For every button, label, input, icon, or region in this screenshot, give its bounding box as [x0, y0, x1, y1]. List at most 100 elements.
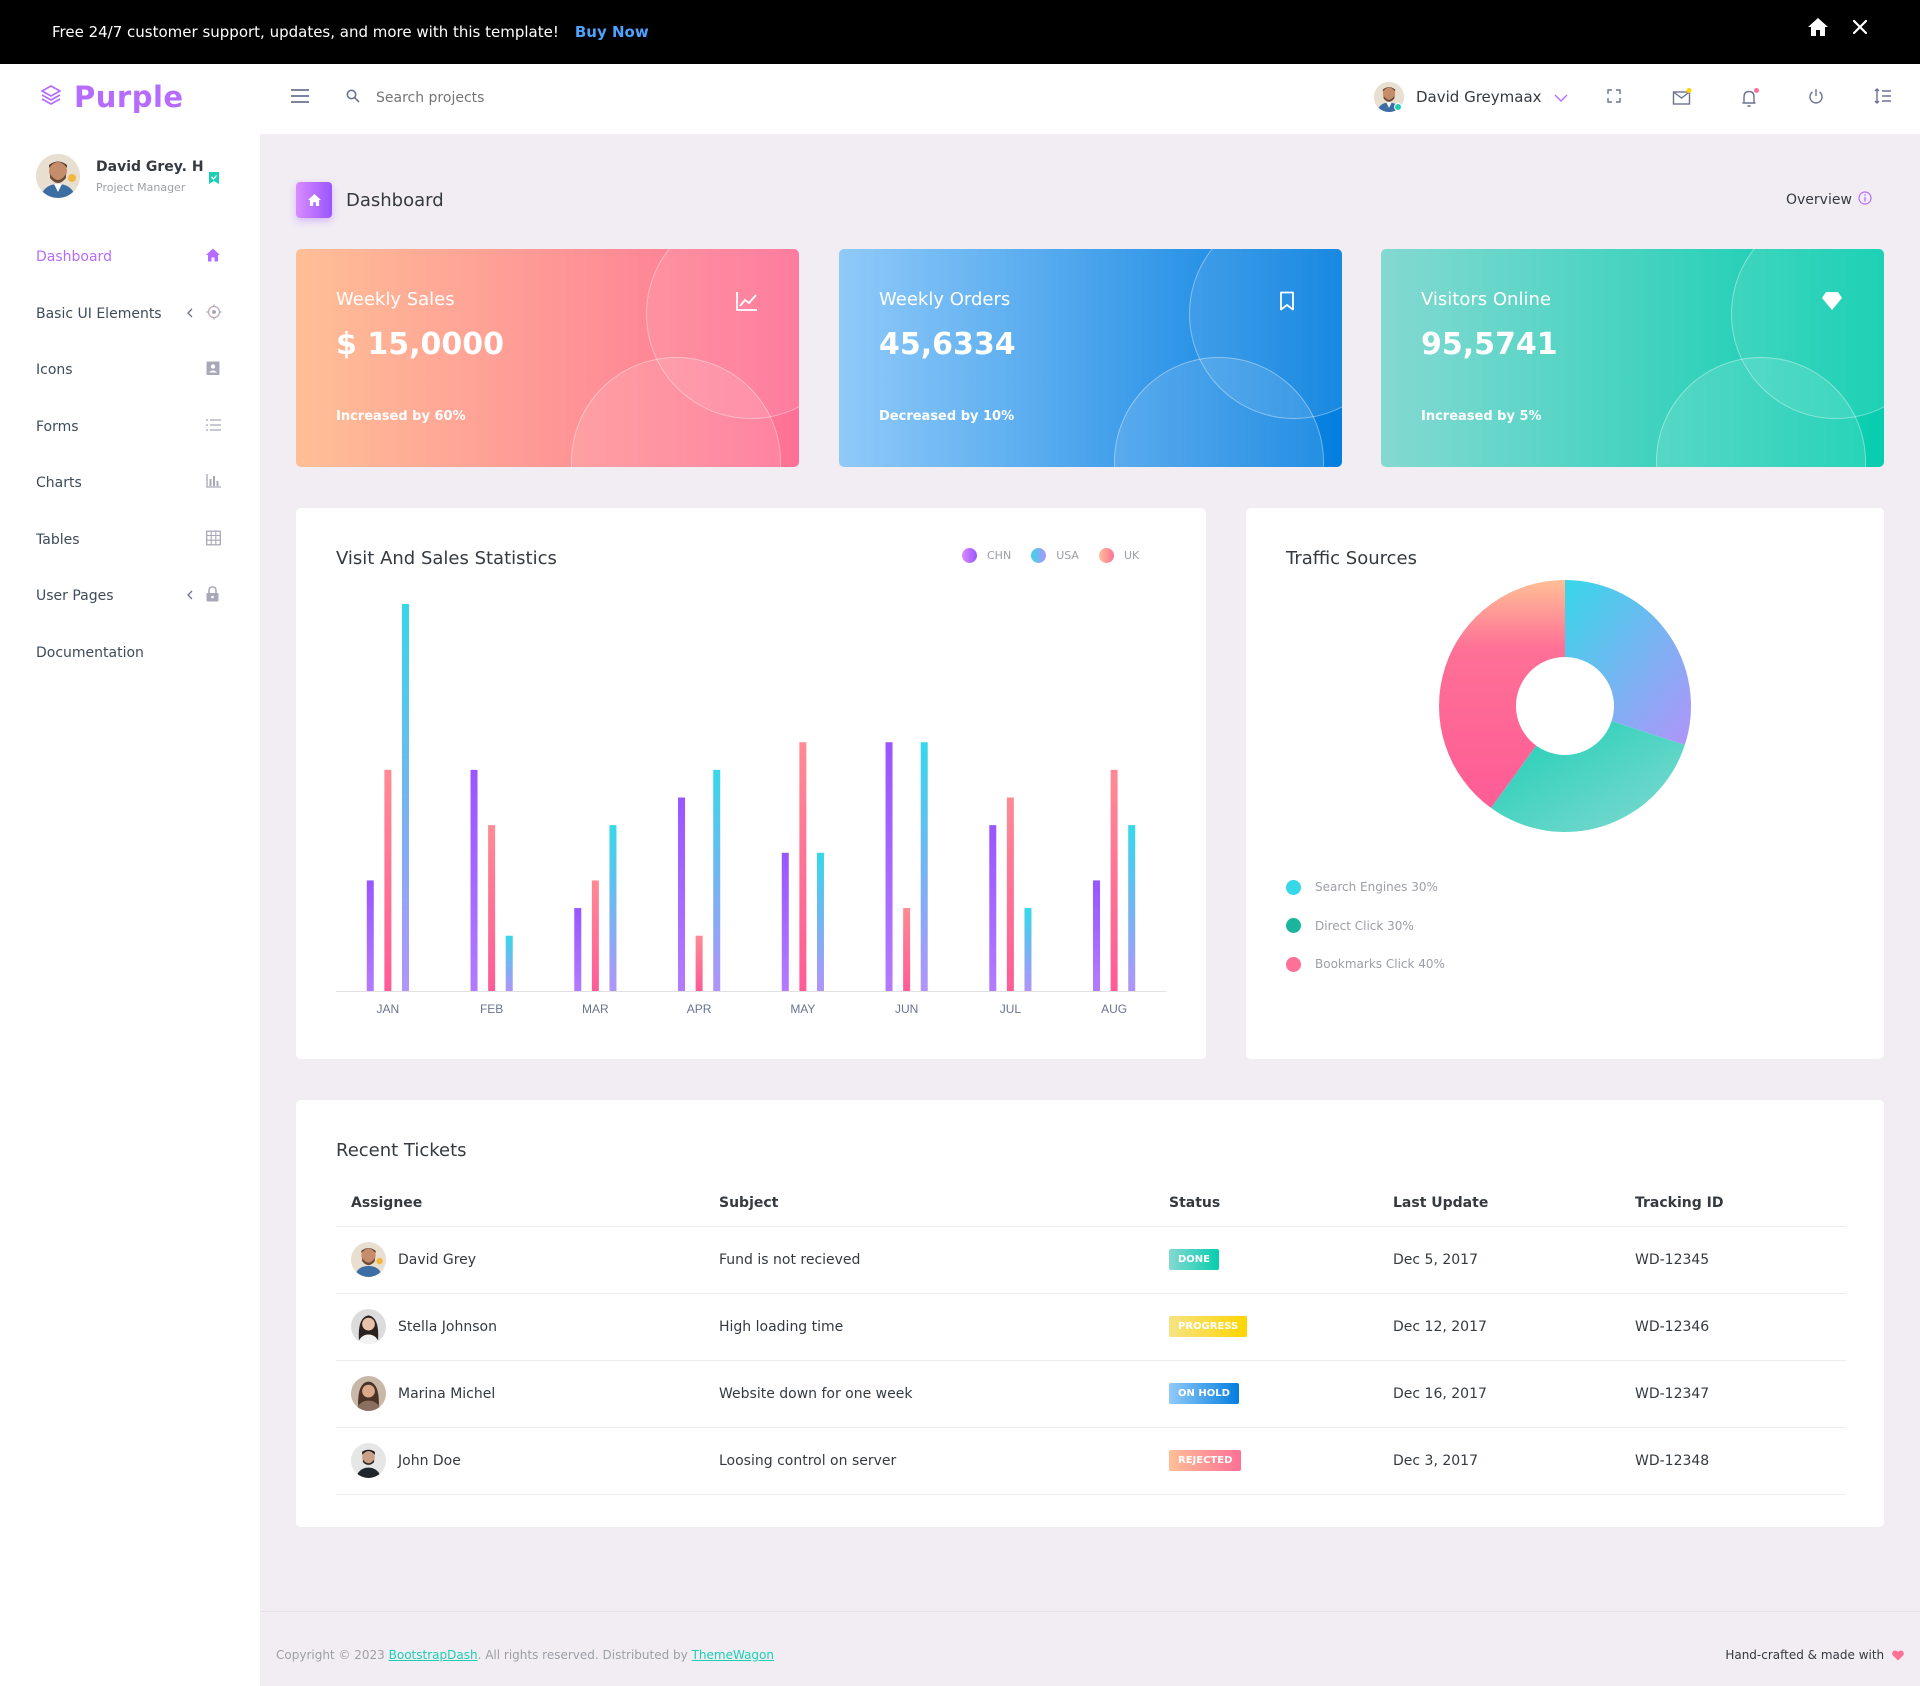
buy-now-link[interactable]: Buy Now	[574, 23, 649, 41]
promo-text: Free 24/7 customer support, updates, and…	[52, 23, 559, 41]
sidebar-profile[interactable]: David Grey. H Project Manager	[36, 154, 219, 198]
sidebar-item-label: Icons	[36, 362, 73, 379]
sidebar: David Grey. H Project Manager Dashboard …	[0, 134, 260, 1686]
bar-usa-jun[interactable]	[903, 908, 911, 991]
stat-note: Decreased by 10%	[879, 409, 1015, 424]
assignee-name: Stella Johnson	[398, 1318, 497, 1335]
bell-icon[interactable]	[1740, 88, 1760, 112]
table-row[interactable]: John Doe Loosing control on server REJEC…	[336, 1427, 1846, 1495]
online-indicator	[1394, 103, 1402, 111]
avatar	[351, 1309, 386, 1344]
bootstrapdash-link[interactable]: BootstrapDash	[388, 1648, 478, 1662]
stat-title: Weekly Sales	[336, 289, 455, 310]
brand-logo[interactable]: Purple	[40, 80, 184, 114]
close-icon[interactable]	[1852, 19, 1868, 39]
traffic-sources-card: Traffic Sources Search Engines 30% Direc…	[1246, 508, 1884, 1059]
stat-note: Increased by 5%	[1421, 409, 1542, 424]
bar-uk-jun[interactable]	[920, 742, 928, 991]
sidebar-item-charts[interactable]: Charts	[0, 455, 260, 512]
table-row[interactable]: Marina Michel Website down for one week …	[336, 1360, 1846, 1428]
column-header: Tracking ID	[1620, 1180, 1846, 1227]
bar-chn-mar[interactable]	[574, 908, 582, 991]
status-badge: DONE	[1169, 1249, 1220, 1270]
bar-chn-may[interactable]	[781, 852, 789, 991]
legend-item: Search Engines 30%	[1286, 868, 1445, 907]
status-badge: ON HOLD	[1169, 1383, 1239, 1404]
power-icon[interactable]	[1808, 88, 1824, 108]
avatar	[351, 1443, 386, 1478]
chevron-left-icon	[187, 588, 193, 604]
tickets-title: Recent Tickets	[336, 1140, 467, 1161]
last-update: Dec 16, 2017	[1378, 1360, 1620, 1428]
layers-icon	[40, 84, 62, 110]
bar-usa-apr[interactable]	[695, 935, 703, 991]
bar-uk-apr[interactable]	[713, 769, 721, 991]
bar-uk-aug[interactable]	[1128, 825, 1136, 991]
slice-direct-click[interactable]	[1490, 721, 1685, 832]
column-header: Assignee	[336, 1180, 704, 1227]
bar-chart-icon	[206, 474, 221, 492]
last-update: Dec 12, 2017	[1378, 1293, 1620, 1361]
brand-name: Purple	[74, 80, 184, 114]
avatar	[351, 1376, 386, 1411]
search-input[interactable]	[376, 89, 636, 106]
bar-usa-jan[interactable]	[384, 769, 392, 991]
bar-chn-apr[interactable]	[678, 797, 686, 992]
table-row[interactable]: Stella Johnson High loading time PROGRES…	[336, 1293, 1846, 1361]
assignee-name: Marina Michel	[398, 1385, 496, 1402]
bar-chn-feb[interactable]	[470, 769, 478, 991]
table-row[interactable]: David Grey Fund is not recieved DONE Dec…	[336, 1226, 1846, 1294]
status-badge: PROGRESS	[1169, 1316, 1248, 1337]
fullscreen-icon[interactable]	[1606, 88, 1622, 108]
sidebar-item-label: Dashboard	[36, 249, 112, 266]
bar-usa-may[interactable]	[799, 742, 807, 991]
bar-uk-feb[interactable]	[505, 935, 513, 991]
traffic-title: Traffic Sources	[1286, 548, 1418, 569]
format-list-icon[interactable]	[1874, 88, 1892, 108]
bar-uk-jul[interactable]	[1024, 908, 1032, 991]
sidebar-item-icons[interactable]: Icons	[0, 342, 260, 399]
column-header: Subject	[704, 1180, 1154, 1227]
sidebar-item-user-pages[interactable]: User Pages	[0, 568, 260, 625]
tracking-id: WD-12347	[1620, 1360, 1846, 1428]
bar-chn-jul[interactable]	[989, 825, 997, 991]
themewagon-link[interactable]: ThemeWagon	[691, 1648, 774, 1662]
mail-icon[interactable]	[1672, 88, 1692, 110]
home-icon[interactable]	[1808, 18, 1828, 40]
bar-uk-may[interactable]	[816, 852, 824, 991]
bar-usa-aug[interactable]	[1110, 769, 1118, 991]
doughnut-chart	[1439, 580, 1691, 832]
bar-chn-jun[interactable]	[885, 742, 893, 991]
bar-usa-feb[interactable]	[488, 825, 496, 991]
lock-icon	[206, 586, 219, 606]
bar-usa-jul[interactable]	[1006, 797, 1014, 992]
avatar	[1374, 82, 1404, 112]
bar-usa-mar[interactable]	[591, 880, 599, 991]
bar-uk-jan[interactable]	[401, 604, 409, 991]
overview-link[interactable]: Overview	[1786, 191, 1872, 209]
slice-search-engines[interactable]	[1565, 580, 1691, 745]
ticket-subject: High loading time	[704, 1293, 1154, 1361]
traffic-legend: Search Engines 30% Direct Click 30% Book…	[1286, 868, 1445, 984]
diamond-icon	[1821, 291, 1843, 315]
profile-role: Project Manager	[96, 180, 186, 194]
bar-chn-jan[interactable]	[366, 880, 374, 991]
legend-item: Bookmarks Click 40%	[1286, 945, 1445, 984]
sidebar-item-forms[interactable]: Forms	[0, 399, 260, 456]
chart-line-icon	[736, 291, 758, 315]
weekly-orders-card: Weekly Orders 45,6334 Decreased by 10%	[839, 249, 1342, 467]
slice-bookmarks-click[interactable]	[1439, 580, 1565, 808]
bar-uk-mar[interactable]	[609, 825, 617, 991]
footer: Copyright © 2023 BootstrapDash. All righ…	[260, 1611, 1920, 1686]
sidebar-item-basic-ui[interactable]: Basic UI Elements	[0, 286, 260, 343]
user-dropdown[interactable]: David Greymaax	[1374, 82, 1568, 112]
bar-chn-aug[interactable]	[1093, 880, 1101, 991]
sidebar-item-dashboard[interactable]: Dashboard	[0, 229, 260, 286]
menu-toggle-icon[interactable]	[290, 88, 310, 108]
x-tick-label: MAY	[790, 1002, 815, 1016]
stat-title: Visitors Online	[1421, 289, 1551, 310]
avatar	[351, 1242, 386, 1277]
sidebar-item-documentation[interactable]: Documentation	[0, 625, 260, 682]
x-tick-label: AUG	[1101, 1002, 1127, 1016]
sidebar-item-tables[interactable]: Tables	[0, 512, 260, 569]
